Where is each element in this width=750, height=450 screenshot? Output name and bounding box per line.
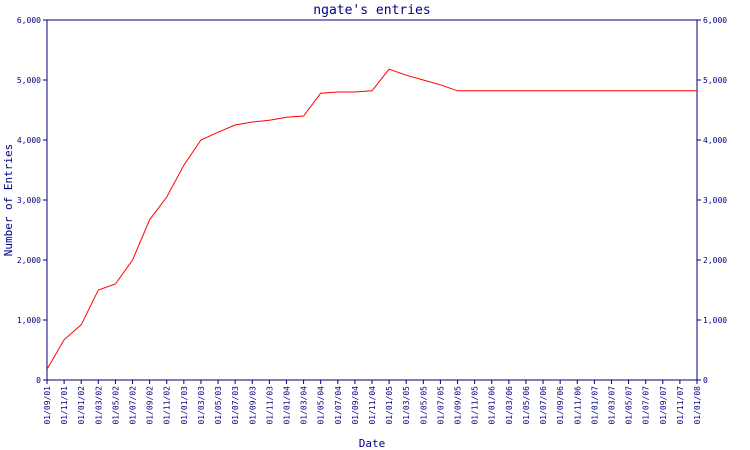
x-tick-label: 01/03/02 <box>94 386 103 425</box>
x-tick-label: 01/03/03 <box>197 386 206 425</box>
data-line <box>46 68 697 370</box>
x-tick-label: 01/01/02 <box>77 386 86 425</box>
x-tick-label: 01/09/02 <box>146 386 155 425</box>
x-tick-label: 01/09/05 <box>454 386 463 425</box>
x-tick-label: 01/09/06 <box>556 386 565 425</box>
y-tick-label: 2,000 <box>17 256 41 265</box>
x-tick-label: 01/01/03 <box>180 386 189 425</box>
x-tick-label: 01/05/06 <box>522 386 531 425</box>
y-tick-label: 4,000 <box>17 136 41 145</box>
x-tick-label: 01/09/03 <box>248 386 257 425</box>
y-tick-label: 6,000 <box>17 16 41 25</box>
x-tick-label: 01/01/05 <box>385 386 394 425</box>
x-tick-label: 01/01/06 <box>488 386 497 425</box>
x-tick-label: 01/07/07 <box>642 386 651 425</box>
x-tick-label: 01/03/05 <box>402 386 411 425</box>
x-tick-label: 01/11/07 <box>676 386 685 425</box>
x-tick-label: 01/11/04 <box>368 386 377 425</box>
x-tick-label: 01/11/05 <box>471 386 480 425</box>
x-tick-label: 01/05/07 <box>625 386 634 425</box>
y-tick-label: 1,000 <box>17 316 41 325</box>
x-tick-label: 01/09/04 <box>351 386 360 425</box>
x-tick-label: 01/07/04 <box>334 386 343 425</box>
x-tick-label: 01/03/04 <box>300 386 309 425</box>
x-tick-label: 01/03/07 <box>607 386 616 425</box>
x-tick-label: 01/07/02 <box>129 386 138 425</box>
x-tick-label: 01/05/02 <box>111 386 120 425</box>
y2-tick-label: 4,000 <box>703 136 727 145</box>
x-tick-label: 01/07/06 <box>539 386 548 425</box>
x-tick-label: 01/05/04 <box>317 386 326 425</box>
x-tick-label: 01/07/03 <box>231 386 240 425</box>
y-axis-title: Number of Entries <box>2 144 15 257</box>
y-tick-label: 3,000 <box>17 196 41 205</box>
x-axis-title: Date <box>359 437 386 450</box>
x-tick-label: 01/11/02 <box>163 386 172 425</box>
x-tick-label: 01/01/07 <box>590 386 599 425</box>
y2-tick-label: 5,000 <box>703 76 727 85</box>
x-tick-label: 01/09/07 <box>659 386 668 425</box>
x-tick-label: 01/11/01 <box>60 386 69 425</box>
y2-tick-label: 0 <box>703 376 708 385</box>
y2-tick-label: 6,000 <box>703 16 727 25</box>
x-tick-label: 01/05/03 <box>214 386 223 425</box>
x-tick-label: 01/01/08 <box>693 386 702 425</box>
x-tick-label: 01/05/05 <box>419 386 428 425</box>
y-tick-label: 5,000 <box>17 76 41 85</box>
x-tick-label: 01/09/01 <box>43 386 52 425</box>
x-tick-label: 01/03/06 <box>505 386 514 425</box>
x-tick-label: 01/11/06 <box>573 386 582 425</box>
x-tick-label: 01/07/05 <box>436 386 445 425</box>
x-tick-label: 01/11/03 <box>265 386 274 425</box>
chart-title: ngate's entries <box>313 3 430 18</box>
y-tick-label: 0 <box>36 376 41 385</box>
y2-tick-label: 1,000 <box>703 316 727 325</box>
x-tick-label: 01/01/04 <box>282 386 291 425</box>
y2-tick-label: 3,000 <box>703 196 727 205</box>
plot-frame <box>46 19 698 381</box>
y2-tick-label: 2,000 <box>703 256 727 265</box>
